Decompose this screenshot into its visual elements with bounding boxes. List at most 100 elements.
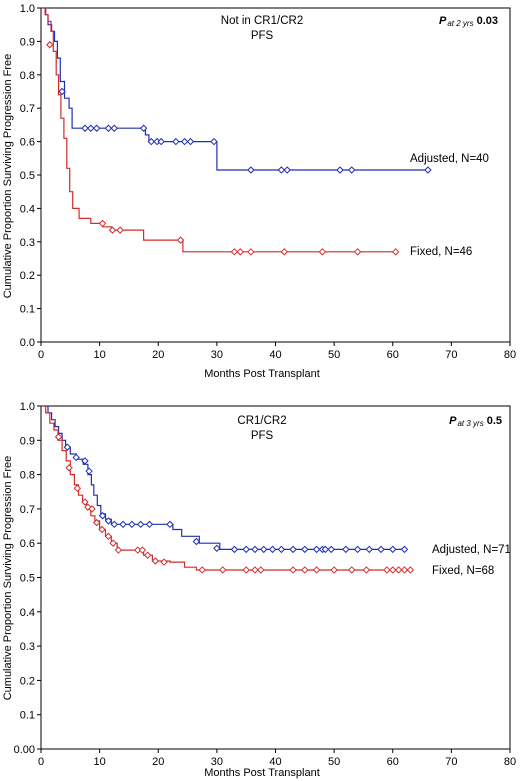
censor-marker xyxy=(242,566,250,574)
y-ticks: 0.00 0.1 0.2 0.3 0.4 0.5 0.6 0.7 0.8 0.9 1.0 xyxy=(14,401,41,756)
censor-marker xyxy=(87,124,95,132)
censor-marker xyxy=(58,87,66,96)
x-tick-label: 50 xyxy=(328,349,340,361)
censor-marker xyxy=(138,546,147,554)
censor-marker xyxy=(280,248,289,256)
censor-marker xyxy=(251,545,259,554)
censor-marker xyxy=(365,545,374,554)
y-tick-label: 0.8 xyxy=(20,70,35,82)
censor-marker xyxy=(283,166,291,174)
censor-marker xyxy=(72,453,80,462)
censor-marker xyxy=(81,457,89,465)
p-number: 0.5 xyxy=(487,415,502,427)
censor-marker xyxy=(330,566,338,574)
censor-marker xyxy=(389,566,397,574)
x-tick-label: 80 xyxy=(504,756,516,768)
censor-marker xyxy=(400,566,409,574)
survival-curve-fixed xyxy=(41,7,396,253)
censor-marker xyxy=(128,520,136,529)
censor-marker xyxy=(219,566,227,574)
censor-marker xyxy=(116,226,124,234)
x-ticks: 0 10 20 30 40 50 60 70 80 xyxy=(38,342,516,361)
y-tick-label: 0.2 xyxy=(20,270,35,282)
censor-marker xyxy=(277,545,286,554)
censor-marker xyxy=(180,137,189,146)
censor-marker xyxy=(362,566,371,574)
censor-marker xyxy=(213,544,221,553)
p-subscript: at 2 yrs xyxy=(447,19,473,28)
censor-marker xyxy=(391,248,400,256)
censor-marker xyxy=(268,545,277,554)
y-ticks: 0.0 0.1 0.2 0.3 0.4 0.5 0.6 0.7 0.8 0.9 1.0 xyxy=(20,3,41,349)
censor-marker xyxy=(321,545,330,554)
censor-marker xyxy=(160,558,168,566)
p-value: Pat 2 yrs 0.03 xyxy=(439,15,498,28)
censor-marker xyxy=(312,566,321,574)
x-axis-title: Months Post Transplant xyxy=(204,767,320,779)
censor-marker xyxy=(353,545,362,554)
censor-marker xyxy=(424,166,432,174)
censor-marker xyxy=(166,520,174,529)
censor-marker xyxy=(318,248,327,256)
censor-marker xyxy=(46,41,54,49)
censor-marker xyxy=(109,539,117,547)
y-tick-label: 0.2 xyxy=(20,675,35,687)
x-tick-label: 40 xyxy=(269,756,281,768)
y-tick-label: 0.5 xyxy=(20,573,35,585)
censor-marker xyxy=(151,557,160,565)
x-tick-label: 70 xyxy=(445,349,457,361)
censor-marker xyxy=(110,520,118,529)
x-tick-label: 60 xyxy=(387,349,399,361)
censor-marker xyxy=(110,124,118,132)
y-tick-label: 0.1 xyxy=(20,304,35,316)
censor-marker xyxy=(348,166,356,174)
series-label-fixed: Fixed, N=46 xyxy=(410,246,472,258)
censor-marker xyxy=(210,137,218,146)
plot-subtitle: PFS xyxy=(251,30,274,42)
survival-curve-adjusted xyxy=(41,7,428,171)
series-label-fixed: Fixed, N=68 xyxy=(432,565,494,577)
x-axis-title: Months Post Transplant xyxy=(204,368,320,380)
censor-marker xyxy=(145,520,154,529)
x-tick-label: 20 xyxy=(152,349,164,361)
censor-marker xyxy=(176,236,185,244)
censor-marker xyxy=(301,566,309,574)
censor-marker xyxy=(88,505,96,513)
y-tick-label: 0.7 xyxy=(20,504,35,516)
x-tick-label: 20 xyxy=(152,756,164,768)
censor-marker xyxy=(104,124,113,132)
censor-marker xyxy=(230,545,239,554)
censor-marker xyxy=(186,137,195,146)
plot-title: Not in CR1/CR2 xyxy=(221,15,303,27)
panel-not-in-cr: 0 10 20 30 40 50 60 70 80 0.00.10.20.30.40.50.60… xyxy=(2,3,516,380)
censor-marker xyxy=(242,545,250,554)
censor-marker xyxy=(54,433,63,441)
censor-marker xyxy=(257,566,265,574)
plot-subtitle: PFS xyxy=(251,430,274,442)
plot-frame xyxy=(40,7,511,343)
y-axis-title: Cumulative Proportion Surviving Progress… xyxy=(2,456,14,701)
y-tick-label: 0.3 xyxy=(20,237,35,249)
censor-marker xyxy=(92,124,101,132)
y-tick-label: 1.0 xyxy=(20,401,35,413)
y-tick-label: 0.3 xyxy=(20,641,35,653)
censor-marker xyxy=(98,512,107,520)
censor-marker xyxy=(65,464,73,472)
x-tick-label: 0 xyxy=(38,756,44,768)
x-tick-label: 30 xyxy=(211,349,223,361)
censor-marker xyxy=(327,545,335,554)
x-tick-label: 80 xyxy=(504,349,516,361)
censor-marker xyxy=(260,545,268,554)
p-symbol: P xyxy=(439,15,447,27)
censor-marker xyxy=(139,124,148,132)
censor-marker xyxy=(81,498,89,506)
censor-marker xyxy=(377,545,385,554)
y-tick-label: 0.4 xyxy=(20,203,35,215)
censor-marker xyxy=(389,545,397,554)
censor-marker xyxy=(85,467,93,475)
censor-marker xyxy=(236,248,245,256)
censor-marker xyxy=(81,124,89,132)
censor-marker xyxy=(136,520,145,529)
censor-marker xyxy=(289,545,297,554)
